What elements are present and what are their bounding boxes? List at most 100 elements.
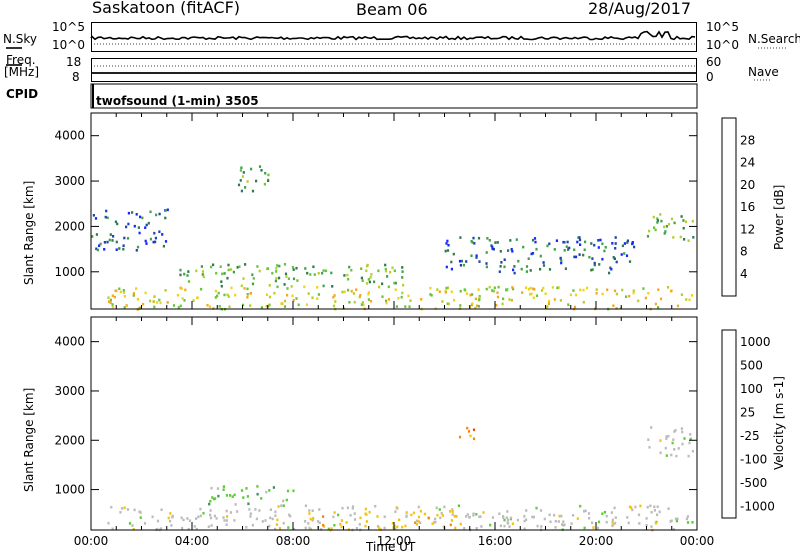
freq-lo-tick: 8 bbox=[72, 70, 80, 84]
data-cell bbox=[126, 508, 130, 511]
data-cell bbox=[673, 221, 676, 225]
data-cell bbox=[415, 523, 418, 526]
power-colorbar-label: Power [dB] bbox=[772, 184, 786, 250]
data-cell bbox=[451, 510, 454, 513]
data-cell bbox=[650, 426, 653, 429]
data-cell bbox=[415, 519, 419, 523]
velocity-colorbar-tick: 25 bbox=[740, 405, 755, 419]
data-cell bbox=[469, 434, 472, 438]
data-cell bbox=[490, 244, 493, 247]
data-cell bbox=[653, 505, 656, 509]
data-cell bbox=[225, 494, 228, 497]
data-cell bbox=[346, 273, 349, 277]
data-cell bbox=[638, 522, 641, 525]
data-cell bbox=[304, 267, 307, 270]
data-cell bbox=[530, 292, 533, 296]
data-cell bbox=[365, 269, 368, 273]
data-cell bbox=[398, 518, 401, 522]
data-cell bbox=[123, 306, 126, 309]
data-cell bbox=[283, 305, 287, 308]
velocity-ytick-label: 1000 bbox=[54, 483, 85, 497]
data-cell bbox=[283, 299, 287, 303]
data-cell bbox=[126, 237, 130, 240]
freq-panel bbox=[91, 58, 697, 82]
data-cell bbox=[429, 286, 432, 290]
data-cell bbox=[333, 294, 336, 297]
data-cell bbox=[453, 514, 457, 518]
data-cell bbox=[123, 295, 126, 298]
data-cell bbox=[688, 298, 691, 302]
data-cell bbox=[156, 519, 160, 523]
data-cell bbox=[135, 287, 138, 290]
velocity-xtick-label: 00:00 bbox=[680, 534, 715, 548]
data-cell bbox=[110, 505, 113, 509]
data-cell bbox=[591, 521, 594, 525]
data-cell bbox=[499, 250, 502, 253]
data-cell bbox=[280, 302, 283, 305]
data-cell bbox=[111, 294, 114, 297]
data-cell bbox=[139, 215, 142, 219]
data-cell bbox=[530, 252, 533, 256]
data-cell bbox=[120, 507, 124, 510]
data-cell bbox=[153, 305, 156, 309]
data-cell bbox=[509, 239, 512, 242]
data-cell bbox=[507, 249, 510, 252]
data-cell bbox=[459, 236, 462, 239]
station-title: Saskatoon (fitACF) bbox=[92, 0, 241, 17]
data-cell bbox=[497, 285, 500, 289]
data-cell bbox=[505, 288, 508, 292]
data-cell bbox=[217, 291, 220, 295]
data-cell bbox=[523, 527, 526, 531]
data-cell bbox=[227, 295, 230, 298]
data-cell bbox=[251, 282, 255, 286]
data-cell bbox=[307, 292, 310, 295]
data-cell bbox=[510, 298, 513, 302]
data-cell bbox=[284, 272, 288, 276]
data-cell bbox=[217, 494, 220, 498]
data-cell bbox=[458, 435, 462, 439]
data-cell bbox=[149, 210, 152, 214]
data-cell bbox=[405, 514, 408, 517]
data-cell bbox=[381, 295, 384, 298]
data-cell bbox=[675, 454, 678, 458]
data-cell bbox=[172, 304, 176, 307]
power-colorbar-tick: 4 bbox=[740, 267, 748, 281]
data-cell bbox=[645, 517, 648, 520]
data-cell bbox=[625, 295, 628, 298]
data-cell bbox=[230, 286, 233, 290]
data-cell bbox=[632, 291, 635, 295]
data-cell bbox=[285, 275, 288, 278]
data-cell bbox=[367, 291, 370, 294]
data-cell bbox=[244, 263, 247, 266]
data-cell bbox=[572, 514, 575, 517]
data-cell bbox=[133, 508, 136, 512]
data-cell bbox=[118, 247, 121, 250]
data-cell bbox=[246, 293, 249, 296]
data-cell bbox=[306, 271, 309, 275]
data-cell bbox=[265, 293, 269, 296]
data-cell bbox=[474, 297, 477, 301]
data-cell bbox=[220, 284, 223, 288]
data-cell bbox=[210, 524, 213, 527]
data-cell bbox=[601, 512, 604, 515]
data-cell bbox=[660, 219, 663, 223]
data-cell bbox=[183, 299, 186, 302]
data-cell bbox=[170, 524, 173, 527]
data-cell bbox=[312, 265, 315, 269]
data-cell bbox=[637, 513, 641, 517]
power-colorbar-tick: 12 bbox=[740, 222, 755, 236]
data-cell bbox=[557, 520, 560, 523]
data-cell bbox=[145, 242, 148, 245]
data-cell bbox=[345, 521, 348, 524]
data-cell bbox=[491, 247, 494, 251]
data-cell bbox=[459, 522, 462, 526]
data-cell bbox=[476, 304, 479, 308]
data-cell bbox=[256, 492, 259, 496]
data-cell bbox=[586, 286, 589, 290]
data-cell bbox=[261, 520, 264, 523]
data-cell bbox=[540, 289, 544, 292]
data-cell bbox=[239, 179, 242, 182]
data-cell bbox=[187, 528, 190, 531]
data-cell bbox=[611, 242, 614, 245]
data-cell bbox=[525, 518, 528, 521]
